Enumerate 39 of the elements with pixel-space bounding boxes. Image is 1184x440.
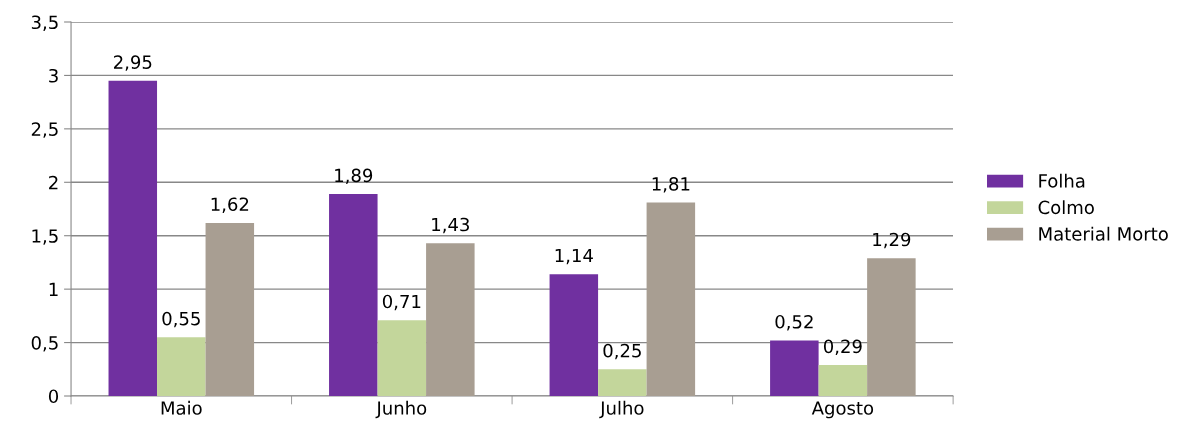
legend-label: Folha xyxy=(1039,173,1085,188)
bar xyxy=(646,202,696,396)
data-label: 0,71 xyxy=(382,294,421,311)
y-tick-label: 3 xyxy=(49,68,58,83)
y-tick-label: 3,5 xyxy=(31,15,58,31)
bar xyxy=(329,194,378,396)
bar xyxy=(377,320,427,396)
data-label: 0,29 xyxy=(823,339,862,356)
bar xyxy=(426,243,475,396)
bar xyxy=(818,365,868,396)
x-tick-label: Julho xyxy=(599,400,644,419)
data-label: 1,62 xyxy=(211,197,249,213)
legend-label: Material Morto xyxy=(1039,226,1168,241)
y-tick-label: 1,5 xyxy=(32,229,58,245)
y-tick-label: 0,5 xyxy=(31,336,58,352)
data-label: 1,43 xyxy=(432,217,469,234)
x-tick-label: Junho xyxy=(375,400,427,419)
bar xyxy=(549,274,599,396)
data-label: 1,14 xyxy=(555,248,593,265)
bar xyxy=(205,222,255,396)
bar xyxy=(157,337,206,396)
x-tick-label: Agosto xyxy=(811,401,874,419)
data-label: 1,89 xyxy=(335,168,373,185)
legend-label: Colmo xyxy=(1038,200,1094,215)
data-label: 1,81 xyxy=(652,177,690,193)
y-tick-label: 2,5 xyxy=(31,122,58,138)
bar xyxy=(598,369,647,396)
data-label: 1,29 xyxy=(873,232,911,249)
data-label: 2,95 xyxy=(114,55,152,71)
data-label: 0,25 xyxy=(603,343,641,360)
bar xyxy=(108,80,158,396)
y-tick-label: 2 xyxy=(49,175,58,190)
data-label: 0,52 xyxy=(775,314,813,331)
y-tick-label: 1 xyxy=(49,282,58,296)
data-label: 0,55 xyxy=(162,311,200,328)
bar xyxy=(770,340,819,396)
y-tick-label: 0 xyxy=(48,389,59,404)
x-tick-label: Maio xyxy=(161,400,202,415)
bar xyxy=(867,258,916,396)
